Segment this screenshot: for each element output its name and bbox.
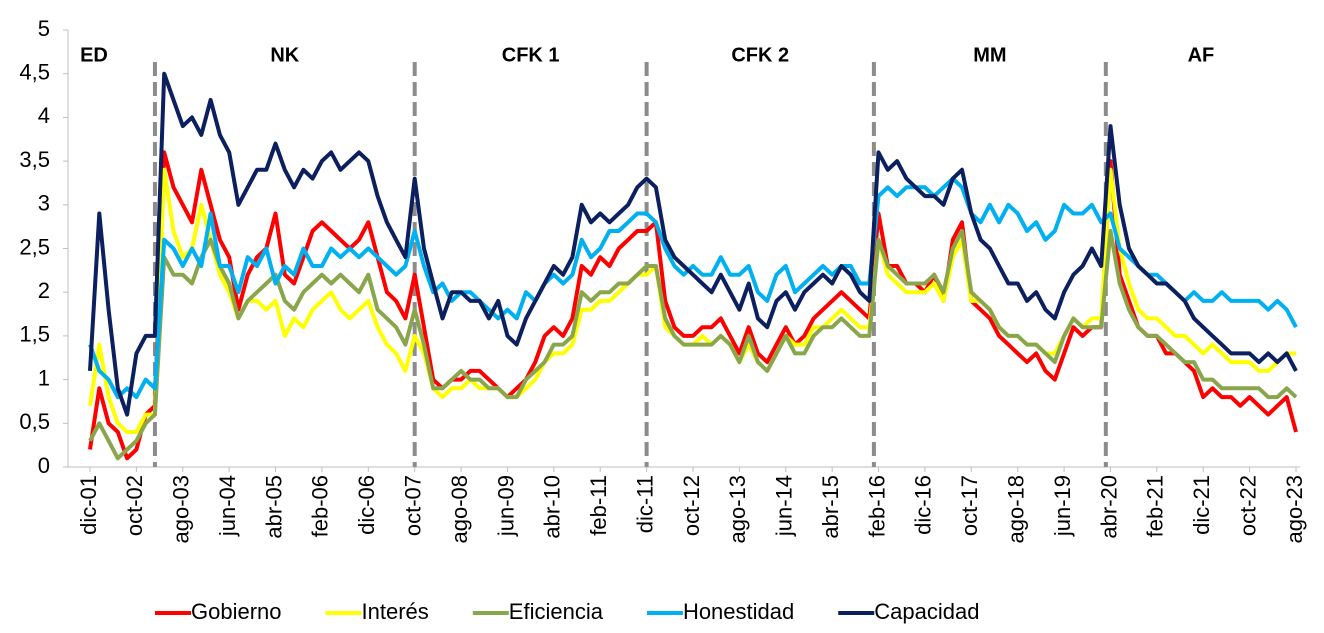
x-tick-label: jun-09 bbox=[493, 475, 518, 537]
x-tick-label: ago-18 bbox=[1004, 475, 1029, 544]
x-tick-label: ago-08 bbox=[447, 475, 472, 544]
x-tick-label: oct-07 bbox=[401, 475, 426, 536]
x-tick-label: abr-10 bbox=[540, 475, 565, 539]
x-tick-label: abr-20 bbox=[1096, 475, 1121, 539]
y-tick-label: 5 bbox=[38, 16, 50, 41]
period-label: MM bbox=[973, 44, 1006, 66]
series-line bbox=[88, 229, 1298, 461]
x-tick-label: jun-04 bbox=[215, 475, 240, 537]
period-label: NK bbox=[270, 44, 299, 66]
x-tick-label: oct-12 bbox=[679, 475, 704, 536]
x-tick-label: feb-06 bbox=[308, 475, 333, 537]
legend-label: Capacidad bbox=[874, 599, 979, 624]
legend-label: Honestidad bbox=[683, 599, 794, 624]
x-tick-label: jun-14 bbox=[772, 475, 797, 537]
period-label: CFK 2 bbox=[731, 44, 789, 66]
y-tick-label: 0,5 bbox=[19, 409, 50, 434]
series-line bbox=[88, 167, 1296, 434]
y-tick-label: 4 bbox=[38, 103, 50, 128]
legend-label: Interés bbox=[362, 599, 429, 624]
x-tick-label: oct-02 bbox=[122, 475, 147, 536]
x-tick-label: dic-16 bbox=[911, 475, 936, 535]
legend-label: Eficiencia bbox=[509, 599, 604, 624]
y-tick-label: 0 bbox=[38, 453, 50, 478]
x-tick-label: ago-03 bbox=[169, 475, 194, 544]
period-label: AF bbox=[1188, 44, 1215, 66]
series-line bbox=[88, 176, 1298, 400]
x-tick-label: dic-06 bbox=[354, 475, 379, 535]
x-tick-label: abr-15 bbox=[818, 475, 843, 539]
period-label: CFK 1 bbox=[502, 44, 560, 66]
y-tick-label: 2,5 bbox=[19, 234, 50, 259]
x-tick-label: jun-19 bbox=[1050, 475, 1075, 537]
legend-label: Gobierno bbox=[191, 599, 282, 624]
x-tick-label: feb-16 bbox=[864, 475, 889, 537]
y-tick-label: 1 bbox=[38, 365, 50, 390]
y-tick-label: 3 bbox=[38, 191, 50, 216]
x-tick-label: ago-13 bbox=[725, 475, 750, 544]
y-tick-label: 3,5 bbox=[19, 147, 50, 172]
x-tick-label: oct-22 bbox=[1235, 475, 1260, 536]
x-tick-label: dic-01 bbox=[76, 475, 101, 535]
x-tick-label: feb-11 bbox=[586, 475, 611, 536]
x-tick-label: dic-21 bbox=[1189, 475, 1214, 535]
series-line bbox=[88, 71, 1298, 417]
x-tick-label: feb-21 bbox=[1143, 475, 1168, 537]
x-tick-label: ago-23 bbox=[1282, 475, 1307, 544]
y-tick-label: 1,5 bbox=[19, 322, 50, 347]
period-label: ED bbox=[80, 44, 108, 66]
x-tick-label: dic-11 bbox=[632, 475, 657, 533]
x-tick-label: abr-05 bbox=[261, 475, 286, 539]
x-tick-label: oct-17 bbox=[957, 475, 982, 536]
y-tick-label: 4,5 bbox=[19, 60, 50, 85]
y-tick-label: 2 bbox=[38, 278, 50, 303]
